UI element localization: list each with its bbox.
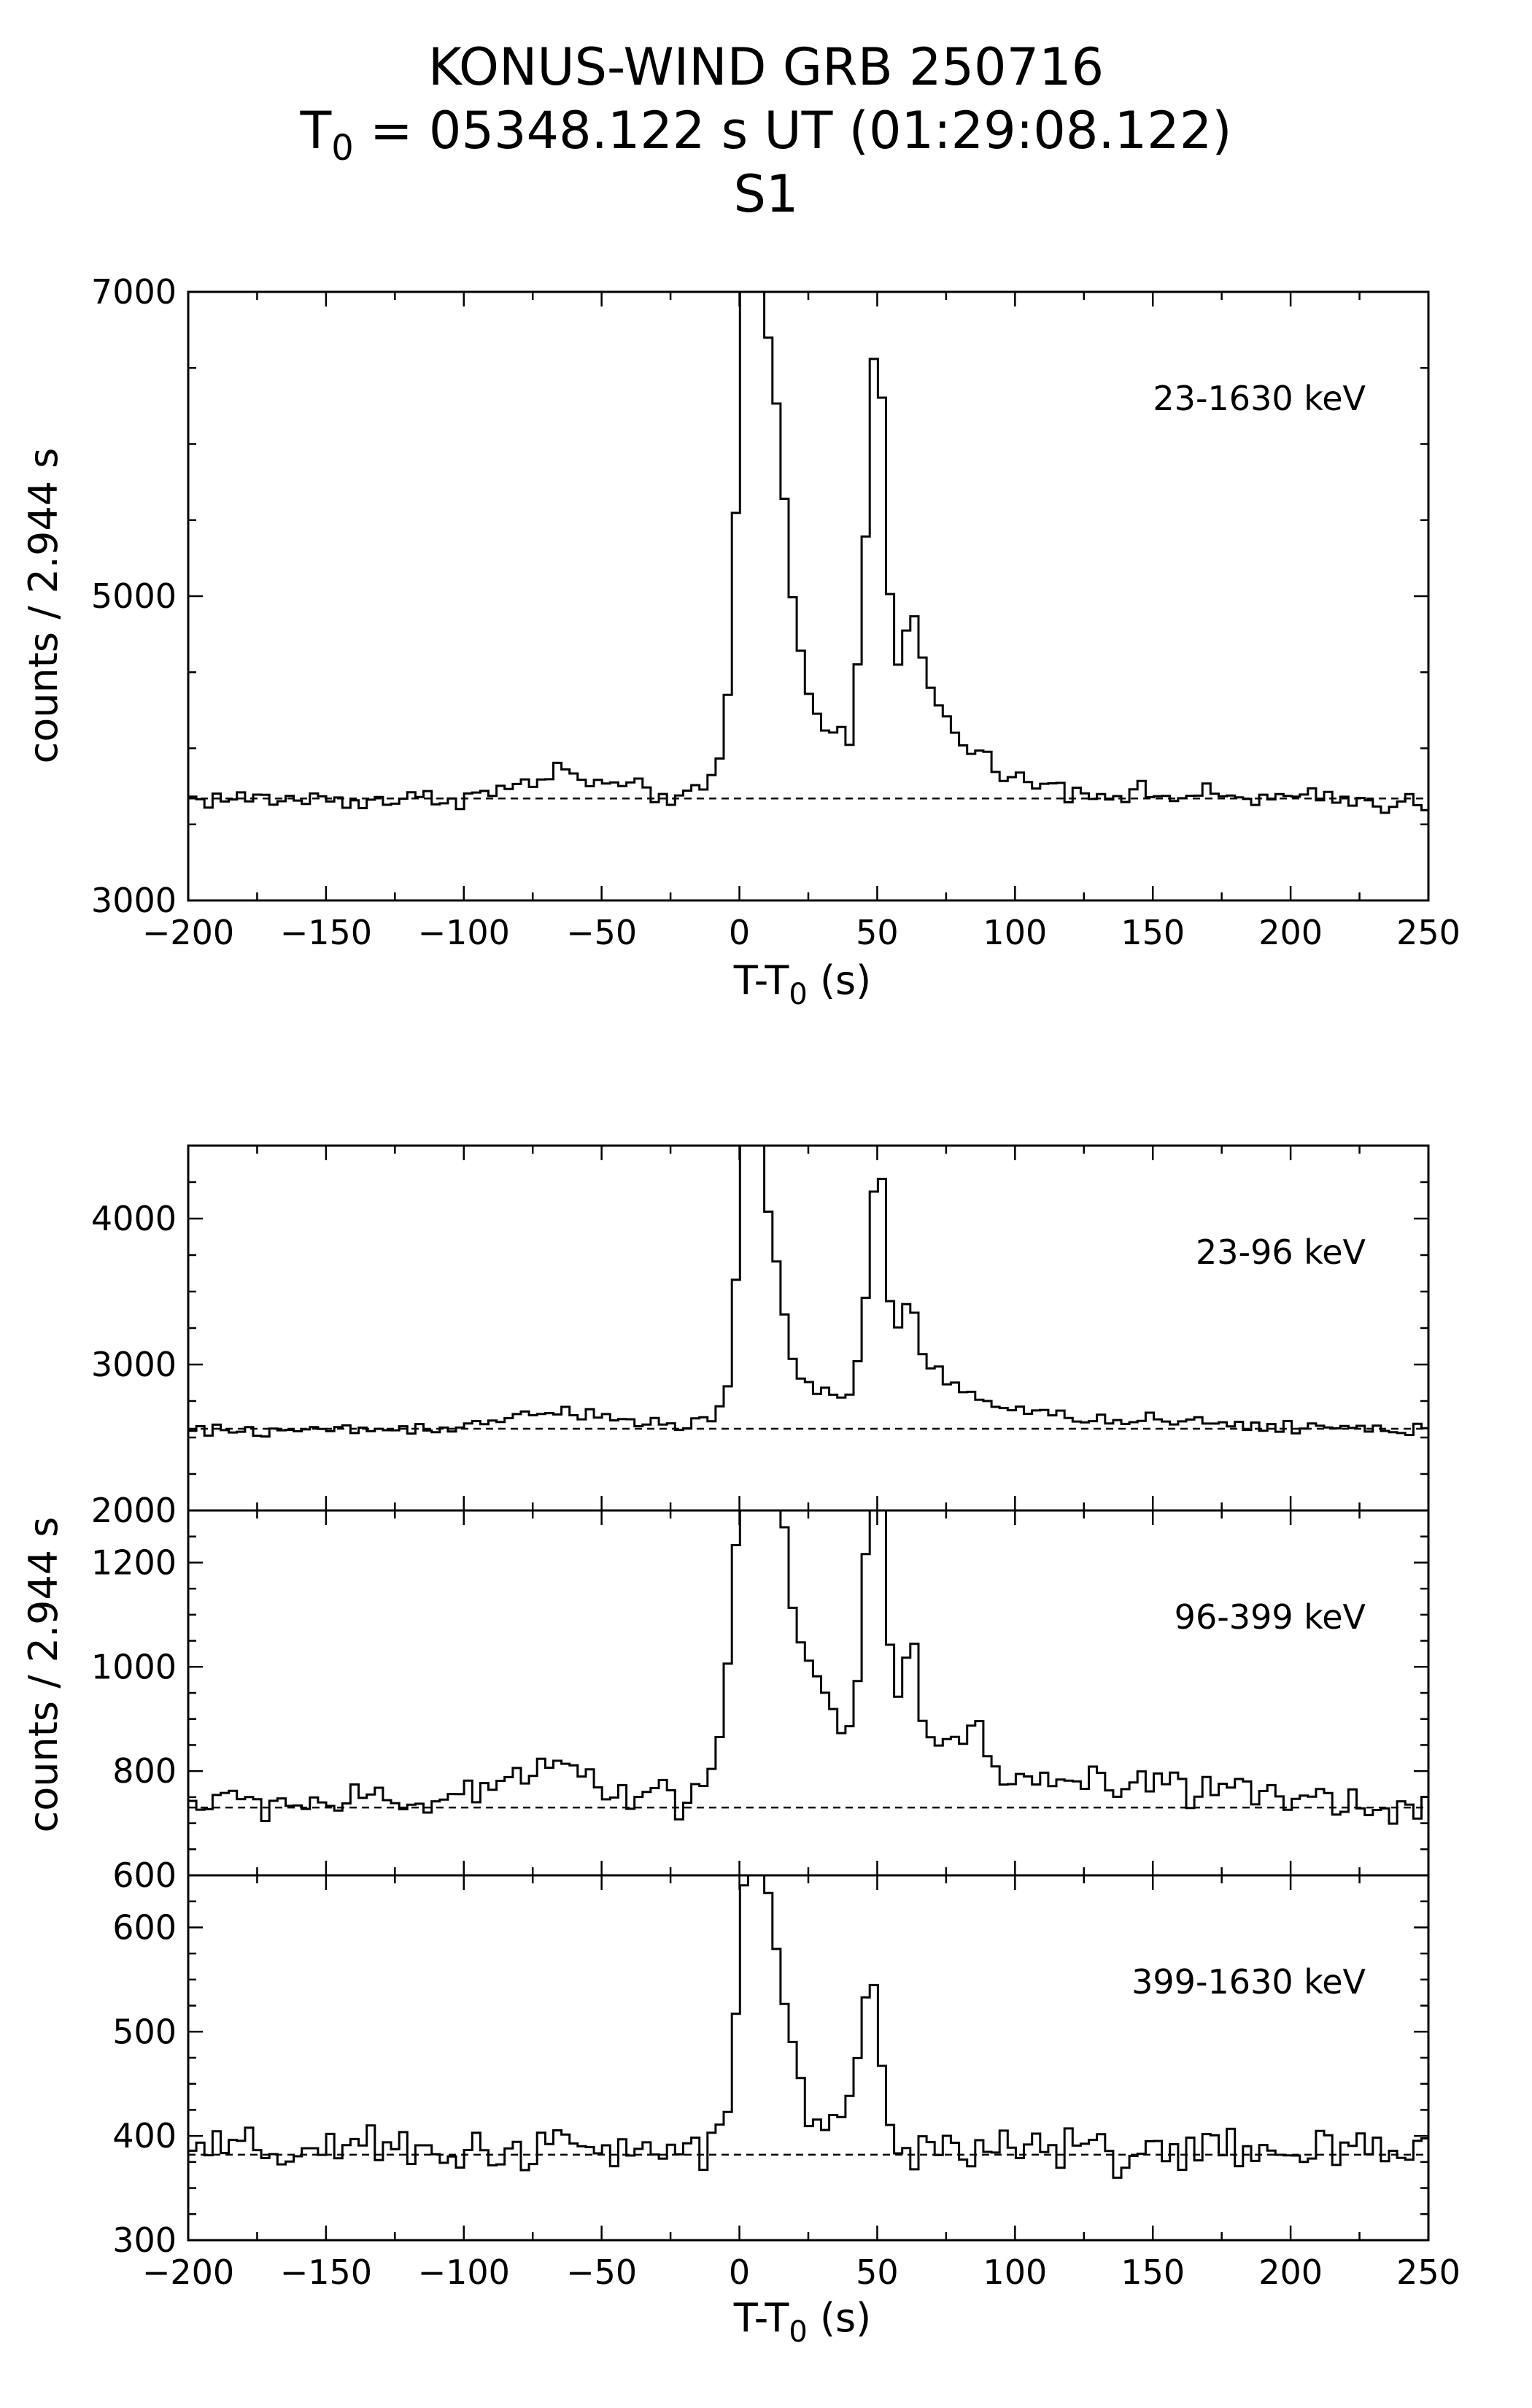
y-tick-label-bottom-1: 4000 [91, 1199, 177, 1238]
x-tick-label-bottom-3: 250 [1396, 2253, 1461, 2292]
x-tick-label-bottom-3: 50 [856, 2253, 899, 2292]
x-axis-label-bottom: T-T0 (s) [733, 2295, 871, 2349]
band-label-bottom-3: 399-1630 keV [1131, 1962, 1366, 2002]
y-tick-label-top: 3000 [91, 881, 177, 920]
x-tick-label-top: −50 [566, 913, 637, 952]
y-tick-label-bottom-3: 500 [112, 2012, 177, 2051]
x-tick-label-bottom-3: −100 [418, 2253, 510, 2292]
plot-frame-bottom-2 [187, 1509, 1430, 1877]
chart-title-line1: KONUS-WIND GRB 250716 [428, 37, 1104, 97]
x-tick-label-top: 150 [1121, 913, 1185, 952]
light-curve-top [188, 292, 1428, 814]
title-t: T [299, 101, 331, 161]
x-tick-label-top: 50 [856, 913, 899, 952]
panel-bottom-1: 2000 3000 4000 23-96 keV [91, 1144, 1430, 1530]
x-tick-label-bottom-3: 200 [1258, 2253, 1323, 2292]
band-label-bottom-1: 23-96 keV [1196, 1232, 1366, 1272]
x-tick-label-bottom-3: −50 [566, 2253, 637, 2292]
y-tick-label-bottom-1: 2000 [91, 1491, 177, 1530]
x-axis-label-top: T-T0 (s) [733, 957, 871, 1011]
y-tick-label-top: 7000 [91, 272, 177, 312]
light-curve-bottom-2 [188, 1510, 1428, 1825]
x-tick-label-bottom-3: −150 [280, 2253, 372, 2292]
title-rest: = 05348.122 s UT (01:29:08.122) [354, 101, 1232, 161]
x-tick-label-top: −150 [280, 913, 372, 952]
y-tick-label-bottom-1: 3000 [91, 1345, 177, 1384]
y-tick-label-bottom-2: 1000 [91, 1647, 177, 1686]
x-tick-label-bottom-3: 150 [1121, 2253, 1185, 2292]
x-tick-label-bottom-3: 100 [983, 2253, 1047, 2292]
y-tick-label-bottom-2: 800 [112, 1751, 177, 1791]
band-label-bottom-2: 96-399 keV [1175, 1597, 1366, 1637]
x-tick-label-bottom-3: −200 [142, 2253, 234, 2292]
x-tick-label-top: −100 [418, 913, 510, 952]
x-tick-label-top: 250 [1396, 913, 1461, 952]
y-tick-label-bottom-2: 600 [112, 1856, 177, 1895]
panel-top: −200 −150 −100 −50 0 50 100 150 200 250 3000 5000 70… [91, 272, 1461, 952]
y-tick-label-bottom-3: 300 [112, 2220, 177, 2260]
x-tick-label-top: 100 [983, 913, 1047, 952]
chart-title-line2: T0 = 05348.122 s UT (01:29:08.122) [299, 101, 1231, 169]
panel-bottom-2: 600 800 1000 1200 96-399 keV [91, 1509, 1430, 1895]
y-axis-label-bottom: counts / 2.944 s [20, 1517, 66, 1833]
x-tick-label-top: 200 [1258, 913, 1323, 952]
y-tick-label-bottom-3: 400 [112, 2116, 177, 2156]
y-tick-label-bottom-3: 600 [112, 1907, 177, 1947]
title-t-subscript: 0 [331, 128, 354, 169]
panel-bottom-3: −200 −150 −100 −50 0 50 100 150 200 250 300 400 500 6… [112, 1874, 1461, 2292]
plot-frame-bottom-1 [187, 1144, 1430, 1512]
x-tick-label-bottom-3: 0 [729, 2253, 750, 2292]
chart-title-line3: S1 [734, 164, 799, 224]
band-label-top: 23-1630 keV [1153, 379, 1366, 418]
light-curve-bottom-1 [188, 1146, 1428, 1438]
plot-frame-bottom-3 [187, 1874, 1430, 2242]
y-axis-label-top: counts / 2.944 s [20, 448, 66, 764]
y-tick-label-bottom-2: 1200 [91, 1543, 177, 1582]
x-tick-label-top: −200 [142, 913, 234, 952]
y-tick-label-top: 5000 [91, 576, 177, 616]
x-tick-label-top: 0 [729, 913, 750, 952]
